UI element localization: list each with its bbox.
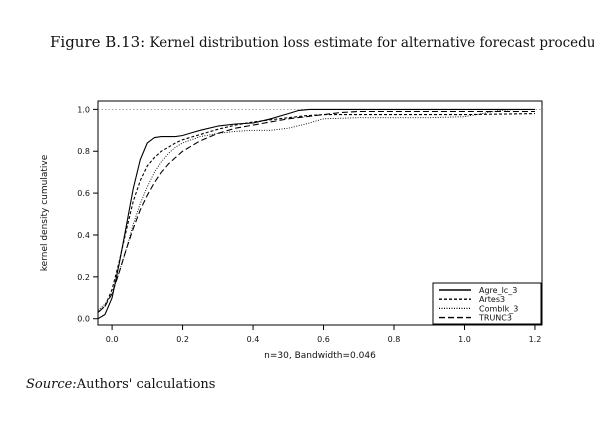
x-axis: 0.0 0.2 0.4 0.6 0.8 1.0 1.2 [106, 325, 542, 344]
series-line-1 [97, 108, 535, 320]
x-tick-label: 0.8 [388, 335, 401, 344]
figure-caption: Figure B.13: Kernel distribution loss es… [50, 33, 594, 51]
x-axis-label: n=30, Bandwidth=0.046 [264, 351, 376, 361]
x-tick-label: 0.6 [317, 335, 330, 344]
y-tick-label: 0.4 [77, 231, 90, 240]
legend-label: Agre_lc_3 [479, 286, 517, 295]
y-axis: 0.0 0.2 0.4 0.6 0.8 1.0 [77, 105, 98, 324]
y-tick-label: 1.0 [77, 105, 90, 114]
series-line-3 [97, 108, 535, 311]
figure-number: Figure B.13: [50, 33, 146, 51]
x-tick-label: 1.2 [529, 335, 542, 344]
y-tick-label: 0.8 [77, 147, 90, 156]
series-line-2 [97, 113, 536, 313]
x-tick-label: 0.2 [176, 335, 189, 344]
x-tick-label: 0.4 [247, 335, 260, 344]
legend-label: TRUNC3 [478, 314, 512, 323]
figure-title: Kernel distribution loss estimate for al… [149, 35, 594, 51]
legend-label: Comblk_3 [479, 304, 518, 313]
source-text: Authors' calculations [76, 377, 216, 392]
plot-frame [97, 100, 543, 326]
series-line-4 [97, 110, 535, 313]
y-tick-label: 0.6 [77, 189, 90, 198]
y-axis-label: kernel density cumulative [40, 154, 50, 271]
legend-label: Artes3 [479, 295, 505, 304]
source-note: Source:Authors' calculations [26, 377, 215, 392]
series-group [97, 108, 536, 320]
source-label: Source: [26, 377, 77, 392]
y-tick-label: 0.0 [77, 315, 90, 324]
x-tick-label: 1.0 [458, 335, 471, 344]
x-tick-label: 0.0 [106, 335, 119, 344]
y-tick-label: 0.2 [77, 273, 90, 282]
